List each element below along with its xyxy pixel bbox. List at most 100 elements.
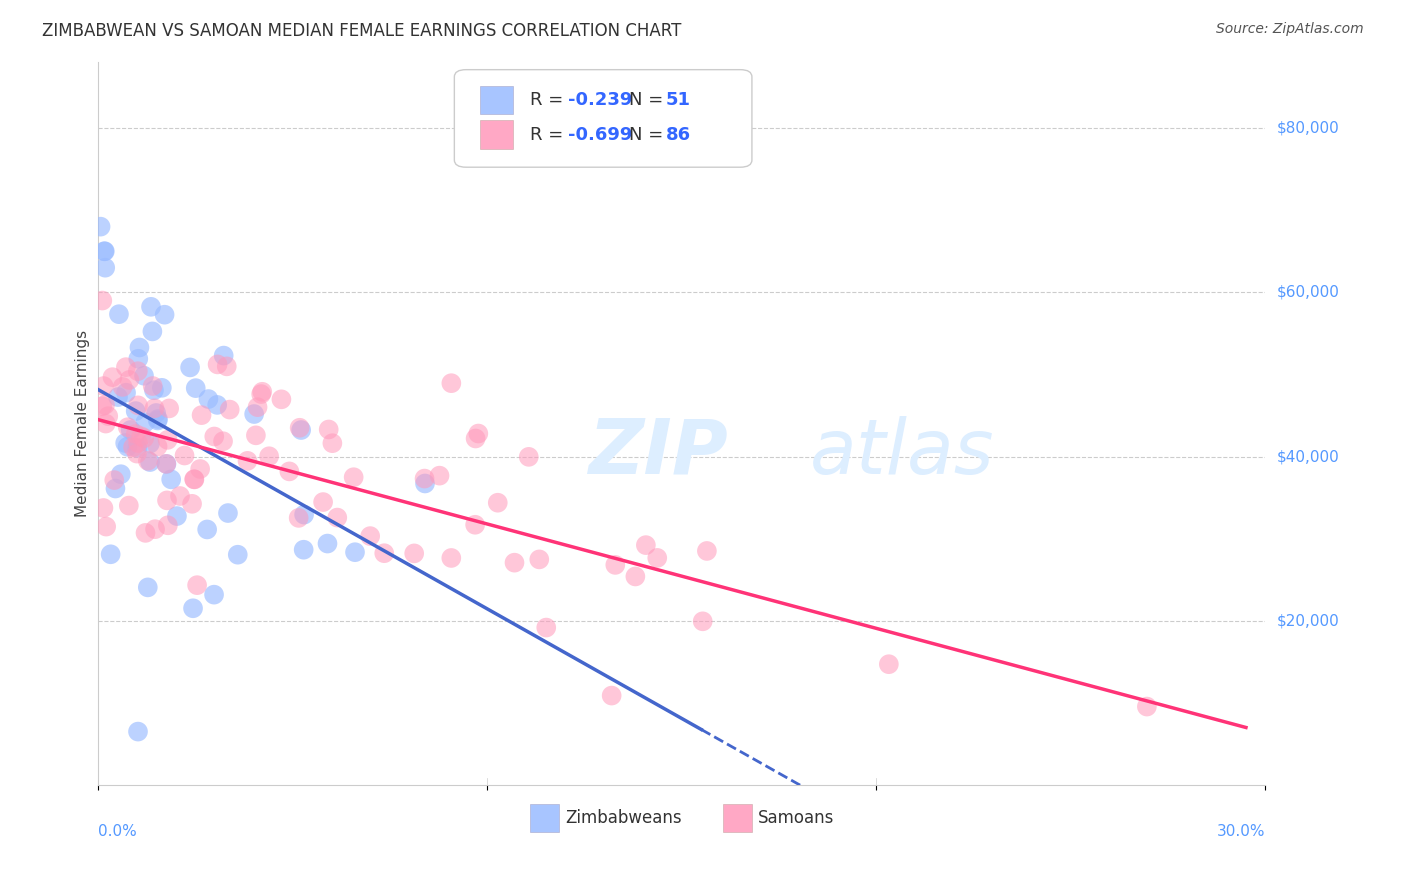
Point bbox=[127, 724, 149, 739]
Point bbox=[645, 550, 668, 565]
Point bbox=[129, 429, 152, 443]
Point bbox=[128, 341, 150, 355]
Point bbox=[101, 370, 124, 384]
Point bbox=[96, 519, 118, 533]
Point bbox=[156, 493, 179, 508]
Point bbox=[142, 383, 165, 397]
Point bbox=[440, 551, 463, 566]
Point bbox=[270, 392, 292, 407]
Y-axis label: Median Female Earnings: Median Female Earnings bbox=[75, 330, 90, 517]
Point bbox=[429, 468, 451, 483]
Point bbox=[94, 260, 117, 275]
Text: R =: R = bbox=[530, 91, 569, 109]
Point bbox=[125, 427, 148, 442]
Point bbox=[136, 580, 159, 594]
Point bbox=[184, 381, 207, 395]
Point bbox=[146, 413, 169, 427]
Point bbox=[288, 421, 311, 435]
Text: 30.0%: 30.0% bbox=[1218, 824, 1265, 838]
Point bbox=[464, 432, 486, 446]
Text: 0.0%: 0.0% bbox=[98, 824, 138, 838]
Point bbox=[125, 447, 148, 461]
Point bbox=[153, 308, 176, 322]
Point bbox=[110, 467, 132, 482]
Text: $60,000: $60,000 bbox=[1277, 285, 1340, 300]
Point bbox=[169, 489, 191, 503]
Point bbox=[120, 423, 142, 437]
Point bbox=[136, 454, 159, 468]
Point bbox=[117, 420, 139, 434]
Point bbox=[97, 409, 120, 424]
Point bbox=[111, 380, 134, 394]
Point bbox=[139, 455, 162, 469]
Point bbox=[156, 433, 179, 447]
FancyBboxPatch shape bbox=[454, 70, 752, 167]
Text: -0.239: -0.239 bbox=[568, 91, 631, 109]
Point bbox=[343, 545, 366, 559]
Point bbox=[292, 542, 315, 557]
Point bbox=[467, 426, 489, 441]
Point bbox=[100, 547, 122, 561]
Point bbox=[139, 436, 162, 450]
Point bbox=[464, 517, 486, 532]
Point bbox=[183, 472, 205, 486]
Point bbox=[134, 431, 156, 445]
Point bbox=[692, 615, 714, 629]
Point bbox=[190, 408, 212, 422]
Point bbox=[188, 462, 211, 476]
Point bbox=[134, 525, 156, 540]
Point bbox=[321, 436, 343, 450]
Point bbox=[94, 398, 117, 412]
Point bbox=[107, 390, 129, 404]
Text: $80,000: $80,000 bbox=[1277, 120, 1340, 136]
Point bbox=[207, 358, 229, 372]
Point bbox=[118, 373, 141, 387]
Point bbox=[94, 244, 117, 259]
Point bbox=[93, 379, 115, 393]
Text: -0.699: -0.699 bbox=[568, 126, 631, 144]
Point bbox=[245, 428, 267, 442]
Point bbox=[108, 307, 131, 321]
Point bbox=[114, 436, 136, 450]
Point bbox=[212, 349, 235, 363]
Point bbox=[146, 440, 169, 454]
Point bbox=[117, 440, 139, 454]
Point bbox=[93, 500, 115, 515]
Point bbox=[179, 360, 201, 375]
Point bbox=[215, 359, 238, 374]
Point bbox=[166, 509, 188, 524]
Point bbox=[373, 546, 395, 560]
Point bbox=[250, 387, 273, 401]
Point bbox=[160, 472, 183, 486]
Point bbox=[212, 434, 235, 449]
Point bbox=[517, 450, 540, 464]
Text: Samoans: Samoans bbox=[758, 809, 834, 827]
Point bbox=[287, 511, 309, 525]
Point bbox=[600, 689, 623, 703]
Point bbox=[359, 529, 381, 543]
Point bbox=[634, 538, 657, 552]
Point bbox=[122, 440, 145, 454]
Point bbox=[605, 558, 627, 572]
Point bbox=[141, 325, 163, 339]
Point bbox=[529, 552, 551, 566]
Point bbox=[124, 404, 146, 418]
Point bbox=[413, 476, 436, 491]
Point bbox=[155, 457, 177, 471]
Point bbox=[91, 293, 114, 308]
Text: $40,000: $40,000 bbox=[1277, 449, 1340, 464]
Text: ZIP: ZIP bbox=[589, 416, 728, 490]
Point bbox=[290, 423, 312, 437]
Point bbox=[252, 384, 274, 399]
Point bbox=[155, 457, 177, 471]
Point bbox=[503, 556, 526, 570]
Point bbox=[292, 508, 315, 522]
Text: Source: ZipAtlas.com: Source: ZipAtlas.com bbox=[1216, 22, 1364, 37]
Text: $20,000: $20,000 bbox=[1277, 614, 1340, 628]
Point bbox=[343, 470, 366, 484]
Point bbox=[536, 621, 558, 635]
FancyBboxPatch shape bbox=[479, 86, 513, 114]
Point bbox=[139, 300, 162, 314]
Point bbox=[115, 360, 138, 375]
Point bbox=[205, 398, 228, 412]
